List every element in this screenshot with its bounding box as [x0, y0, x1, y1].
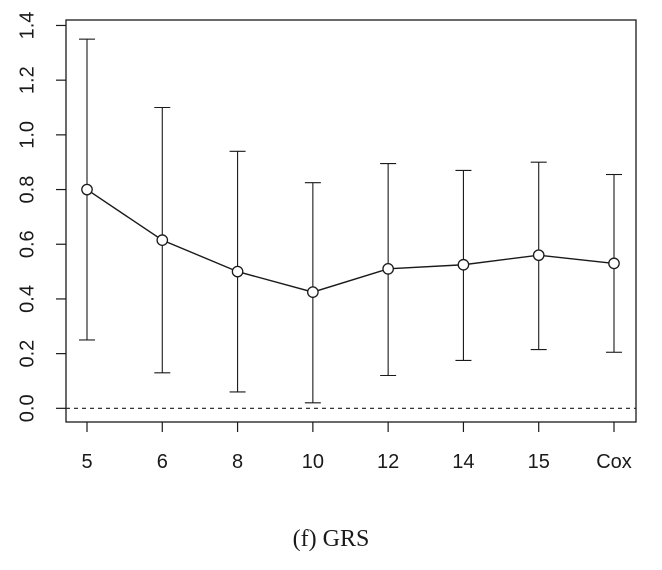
axes: 0.0 0.2 0.4 0.6 0.8 1.0 1.2 1.4 5 6 8 10 12 14 15 Cox	[16, 12, 632, 473]
y-tick-label: 0.4	[16, 285, 38, 313]
data-point	[457, 258, 470, 271]
x-tick-label: 8	[232, 451, 243, 473]
y-tick-label: 0.6	[16, 230, 38, 258]
data-point	[307, 286, 319, 298]
plot-frame	[65, 19, 637, 423]
x-tick-label: 5	[81, 451, 92, 473]
x-tick-label: 10	[302, 451, 324, 473]
data-point	[608, 257, 620, 270]
y-tick-label: 1.0	[16, 121, 38, 149]
data-marks	[66, 38, 636, 409]
data-point	[231, 265, 244, 278]
x-tick-label: Cox	[596, 451, 632, 473]
y-tick-label: 0.2	[16, 340, 38, 368]
series-line	[86, 188, 615, 293]
chart: 0.0 0.2 0.4 0.6 0.8 1.0 1.2 1.4 5 6 8 10 12 14 15 Cox	[16, 12, 637, 473]
x-tick-label: 12	[377, 451, 399, 473]
x-tick-label: 14	[452, 451, 474, 473]
y-tick-label: 1.2	[16, 66, 38, 94]
data-point	[81, 183, 93, 196]
data-point	[156, 234, 169, 246]
y-tick-label: 0.0	[16, 394, 38, 422]
figure-caption: (f) GRS	[292, 526, 370, 552]
data-point	[382, 263, 394, 275]
y-tick-label: 0.8	[16, 176, 38, 204]
x-tick-label: 6	[157, 451, 168, 473]
x-tick-label: 15	[528, 451, 550, 473]
y-tick-label: 1.4	[16, 12, 38, 40]
data-point	[532, 249, 545, 262]
